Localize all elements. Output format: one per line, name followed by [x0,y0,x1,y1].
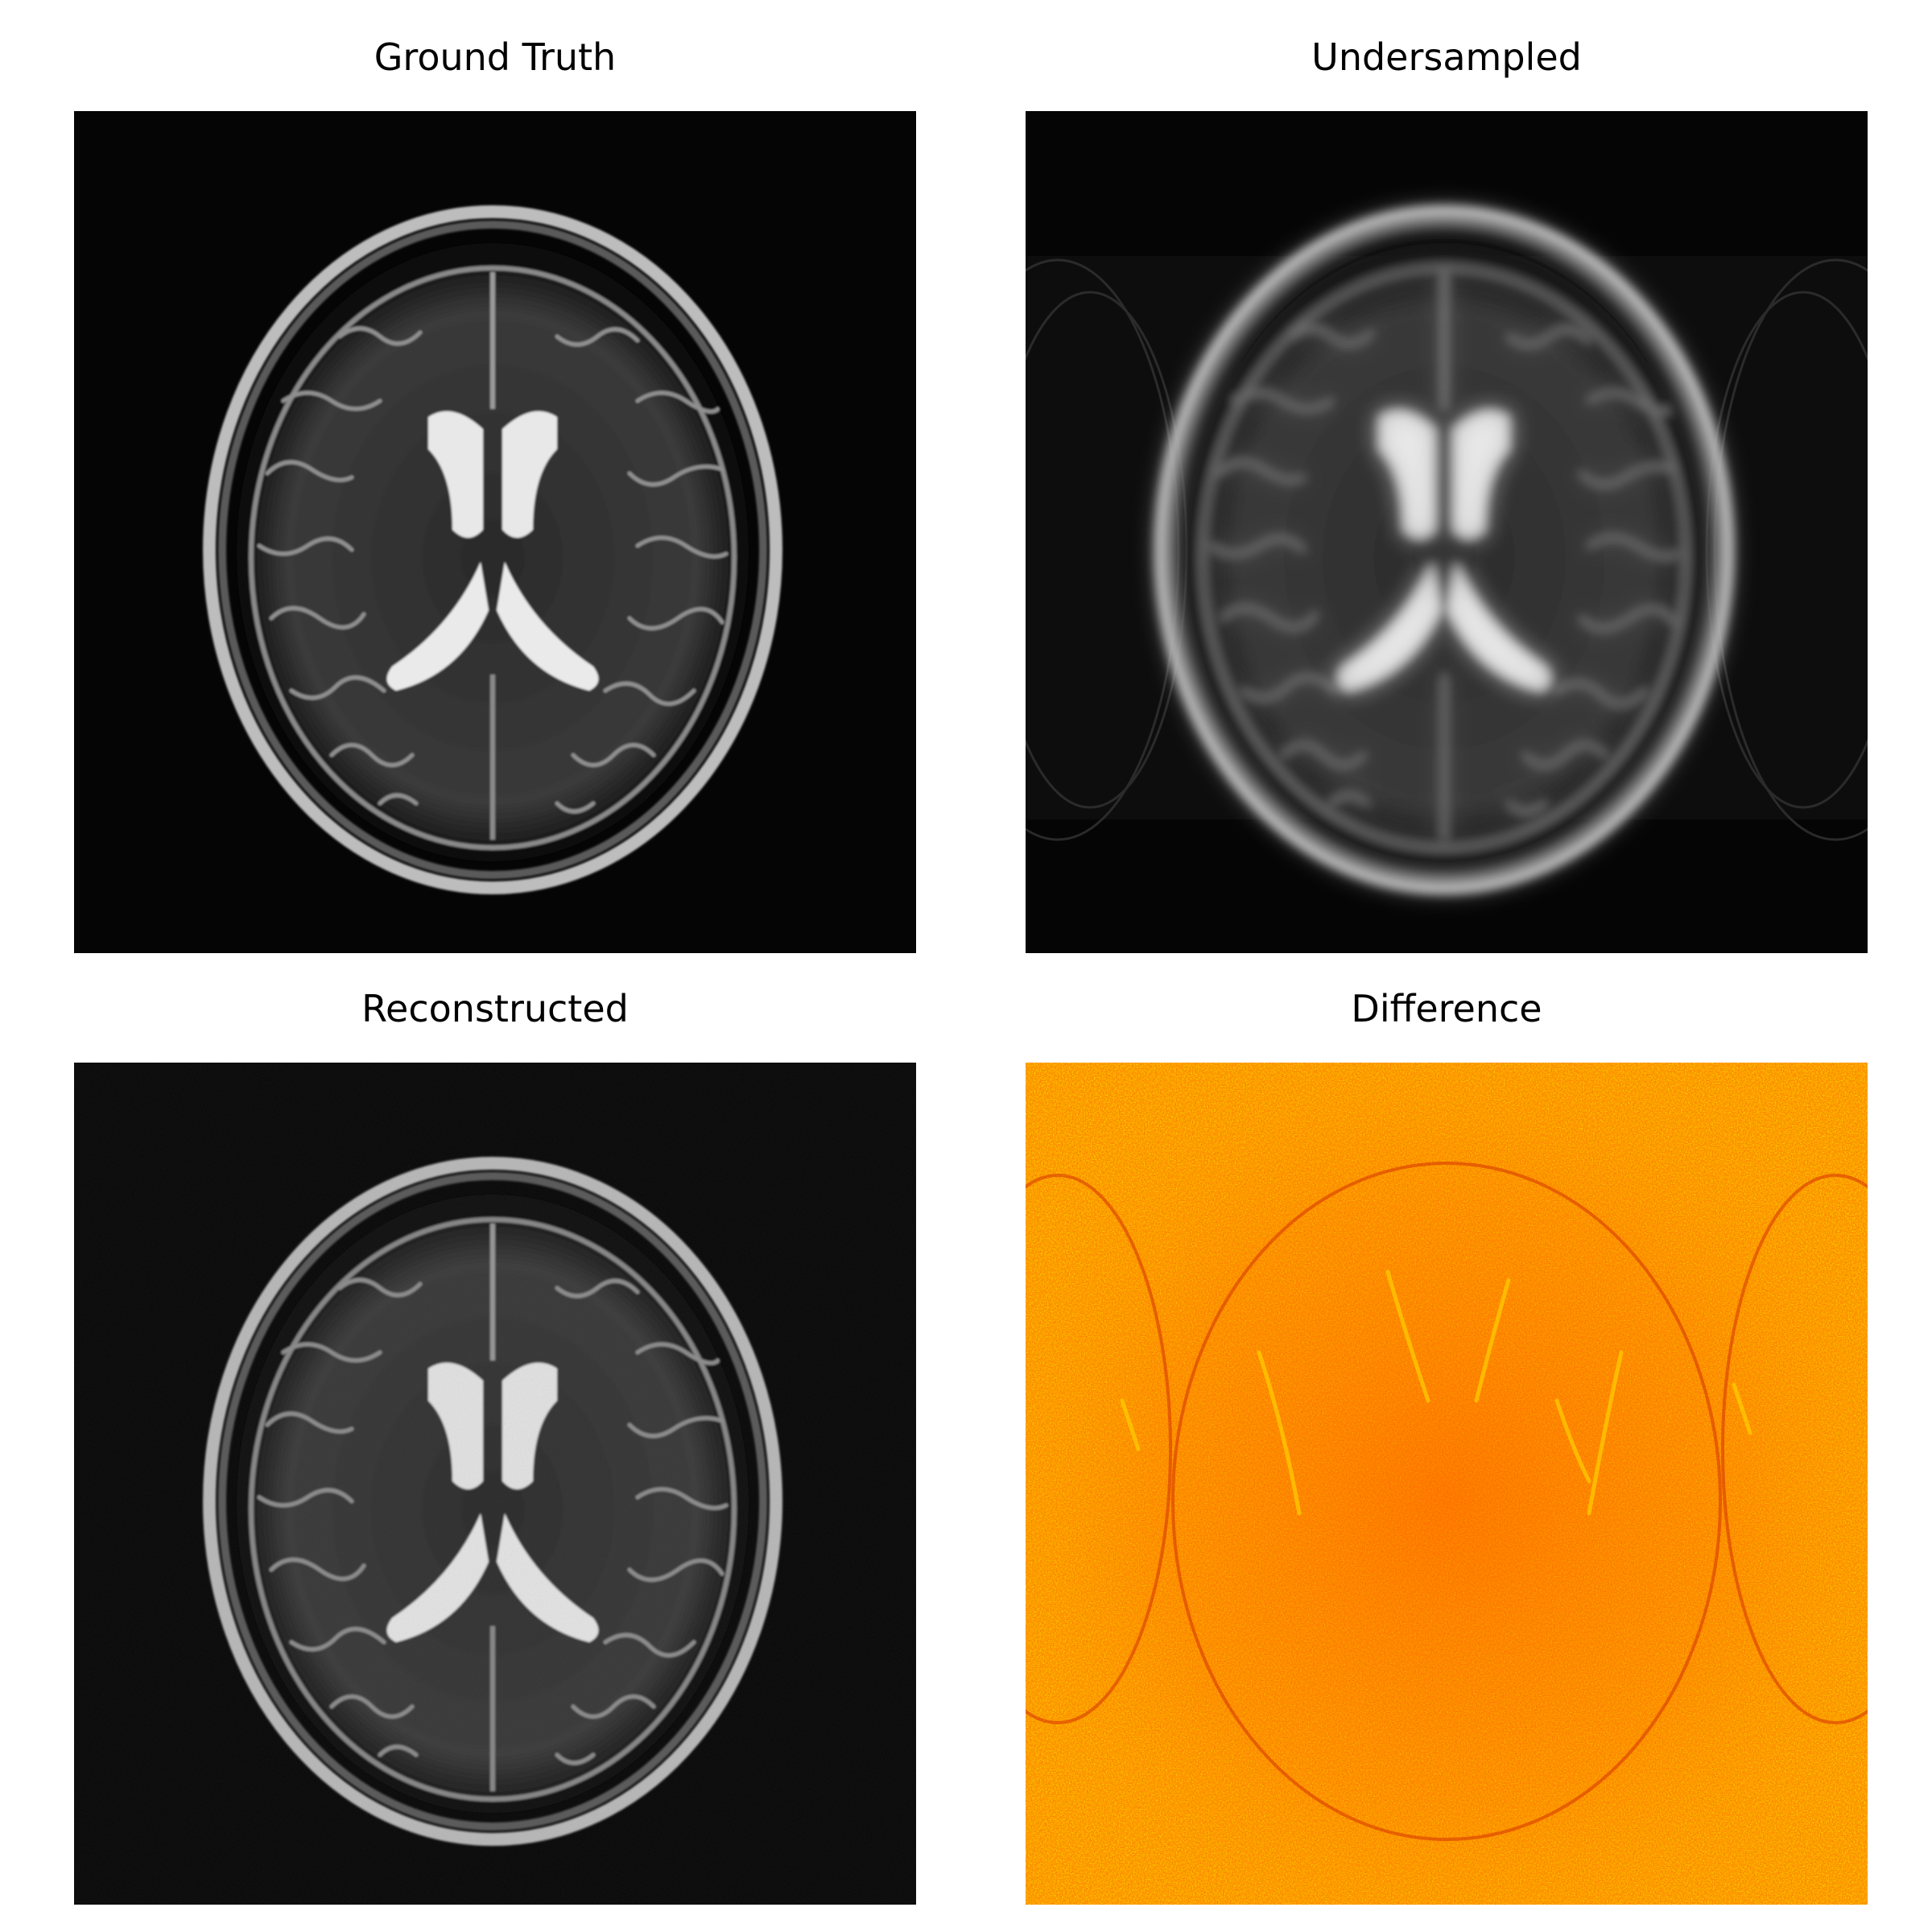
undersampled-title: Undersampled [1311,35,1582,79]
ground-truth-title: Ground Truth [374,35,617,79]
undersampled-mri-svg [1026,111,1868,953]
ground-truth-mri-svg [74,111,916,953]
reconstructed-title: Reconstructed [361,987,629,1030]
difference-map-svg [1026,1063,1868,1905]
reconstructed-image [74,1063,916,1905]
ground-truth-image [74,111,916,953]
difference-image [1026,1063,1868,1905]
undersampled-image [1026,111,1868,953]
difference-title: Difference [1351,987,1542,1030]
reconstructed-mri-svg [74,1063,916,1905]
